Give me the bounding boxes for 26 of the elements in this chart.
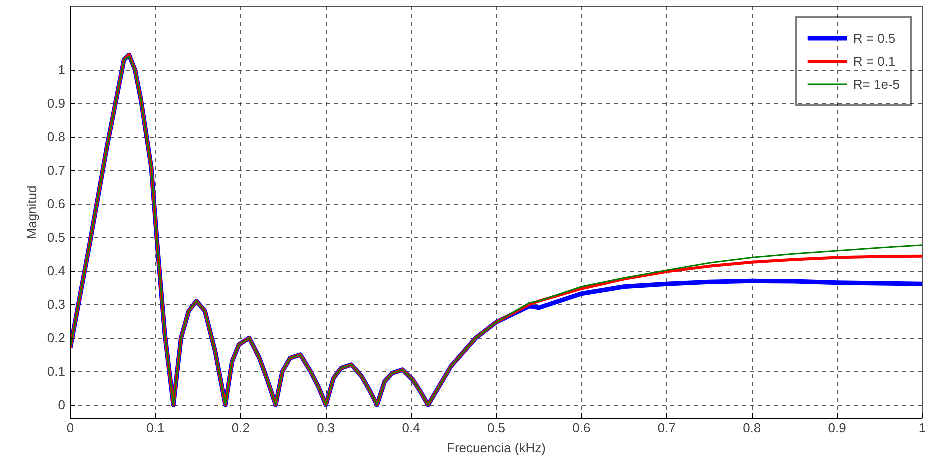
y-tick-label: 0 xyxy=(58,398,66,413)
x-tick-label: 0.3 xyxy=(317,420,336,436)
y-tick-label: 0.6 xyxy=(47,196,66,212)
y-tick-label: 0.8 xyxy=(47,130,66,145)
y-tick-label: 0.1 xyxy=(47,364,66,380)
x-tick-label: 0.8 xyxy=(743,420,762,436)
x-tick-label: 0.4 xyxy=(402,420,420,436)
x-tick-label: 0.6 xyxy=(572,420,591,436)
y-tick-label: 0.7 xyxy=(47,163,66,178)
y-tick-label: 0.9 xyxy=(47,96,66,112)
legend-label: R = 0.1 xyxy=(853,54,896,68)
x-tick-label: 0.5 xyxy=(487,420,506,436)
y-tick-label: 0.5 xyxy=(47,230,66,246)
x-tick-label: 0.2 xyxy=(232,420,250,436)
x-tick-label: 0.7 xyxy=(658,420,676,436)
y-tick-label: 0.4 xyxy=(47,264,66,279)
y-tick-label: 0.2 xyxy=(47,330,66,346)
y-axis-title: Magnitud xyxy=(24,186,40,240)
legend-label: R= 1e-5 xyxy=(853,76,900,92)
legend-label: R = 0.5 xyxy=(853,30,896,46)
x-tick-label: 0.1 xyxy=(146,420,165,436)
y-tick-label: 1 xyxy=(58,62,66,78)
x-axis-title: Frecuencia (kHz) xyxy=(447,440,546,456)
x-tick-label: 0.9 xyxy=(828,420,846,436)
x-tick-label: 1 xyxy=(918,420,926,436)
y-tick-label: 0.3 xyxy=(47,297,66,312)
